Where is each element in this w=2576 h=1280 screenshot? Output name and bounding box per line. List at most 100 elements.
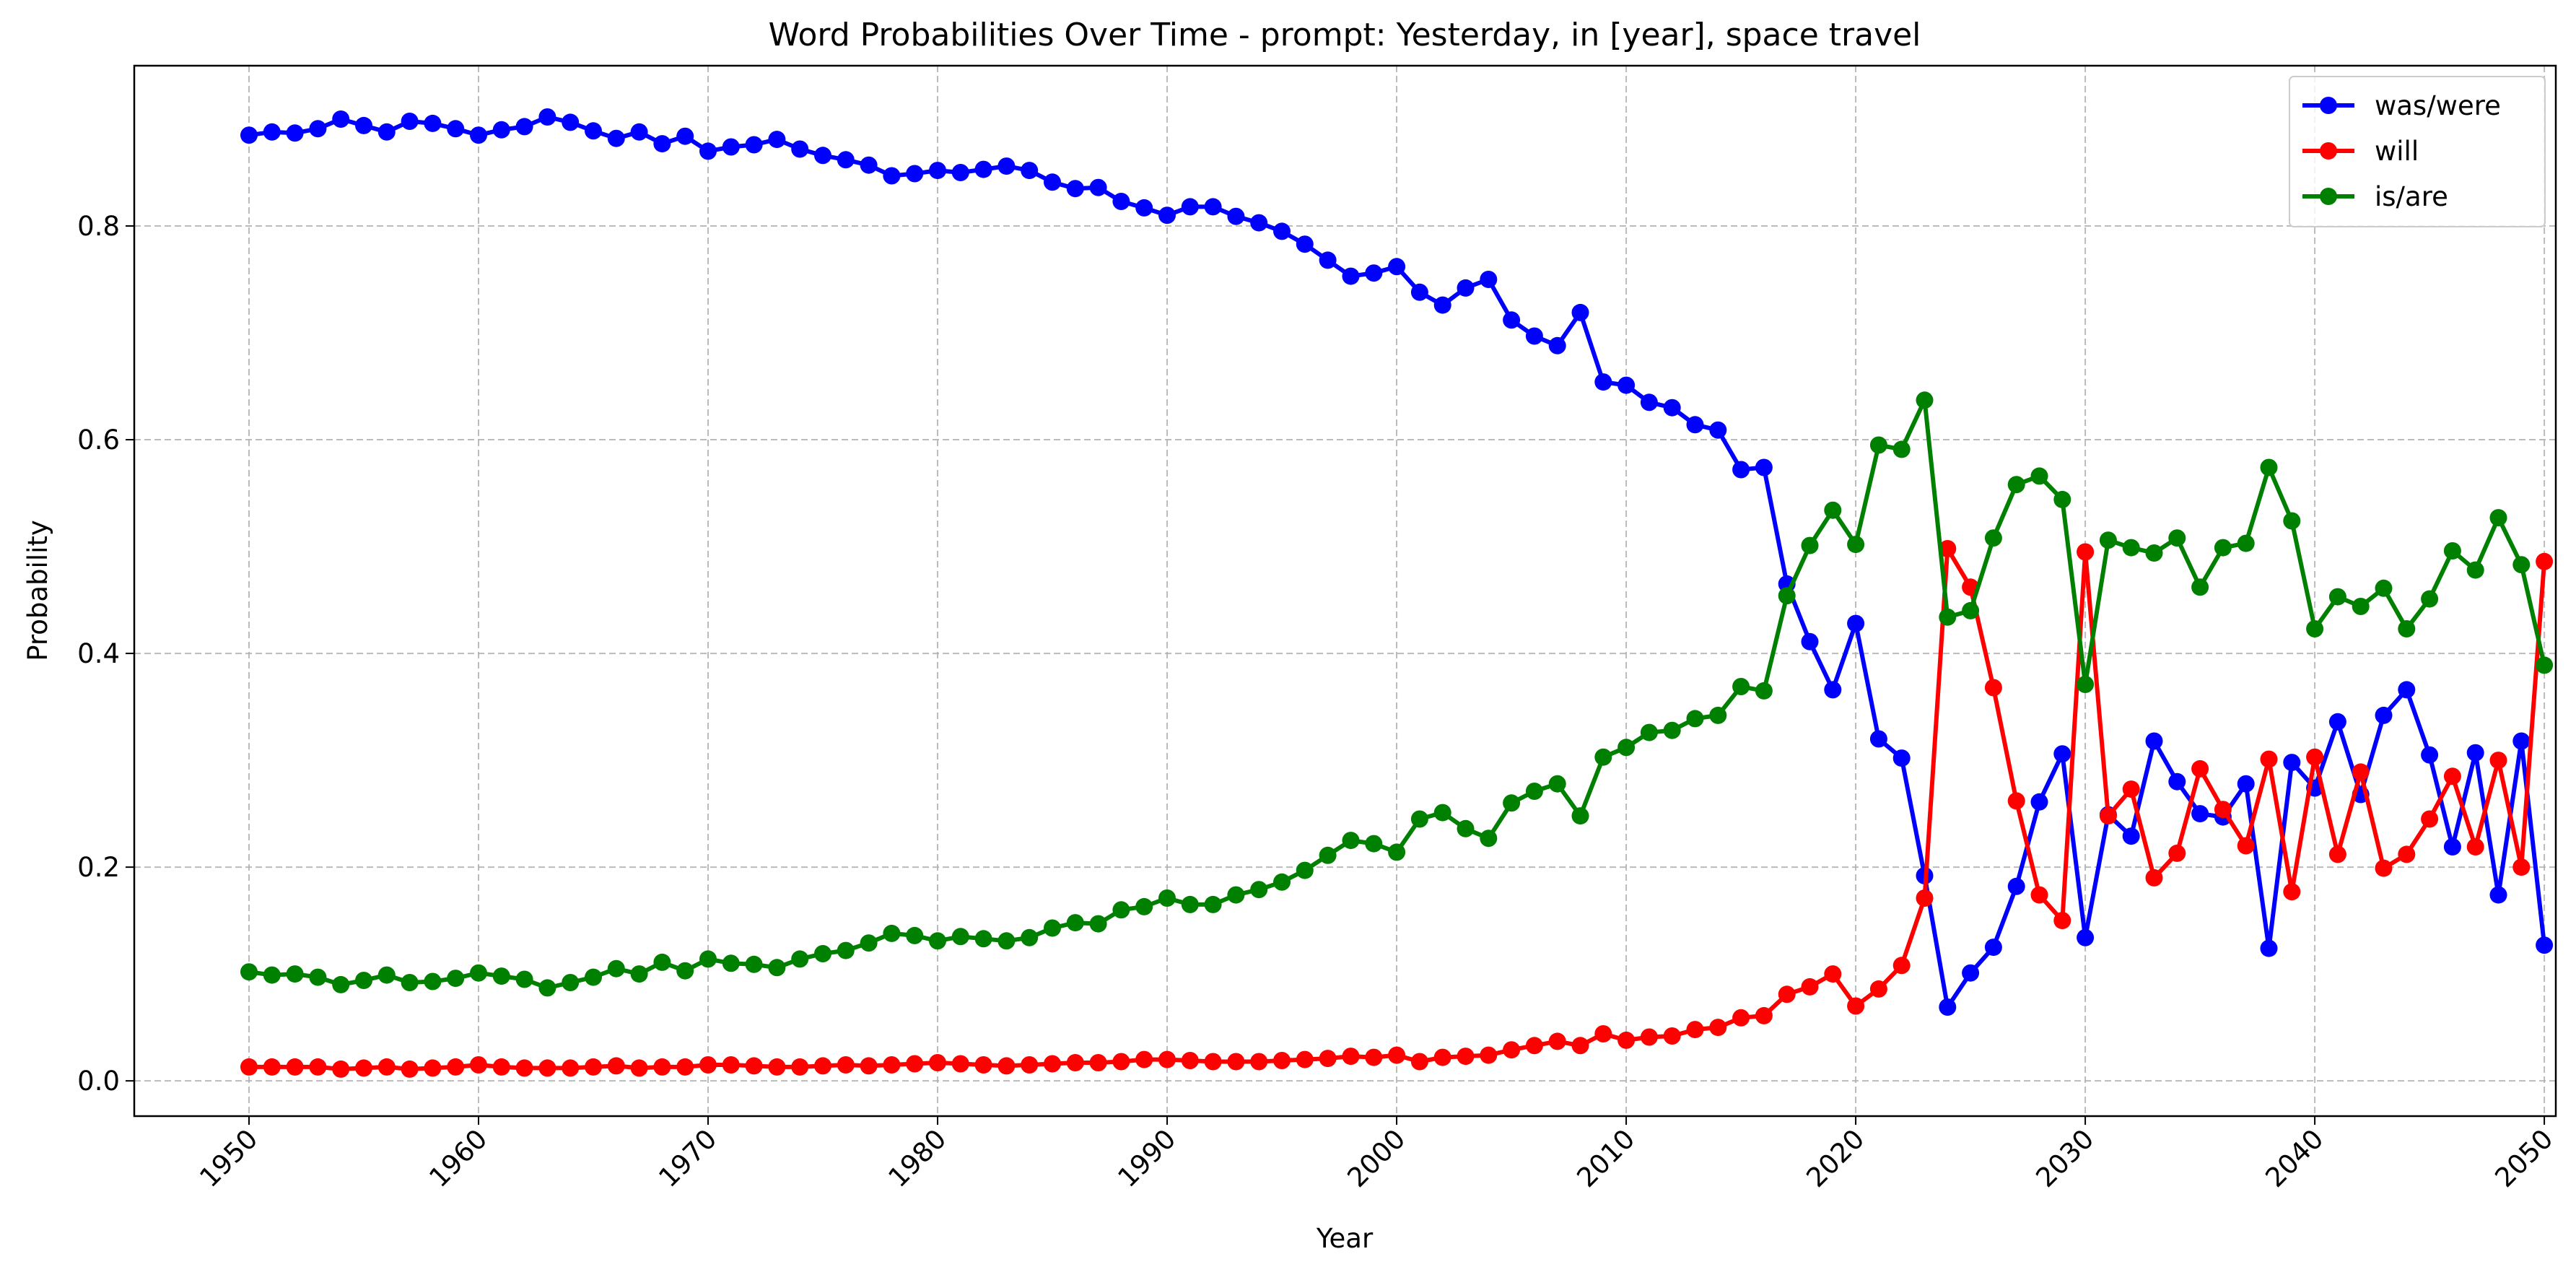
data-point-is-are: [1503, 794, 1521, 812]
data-point-was-were: [401, 113, 419, 130]
data-point-is-are: [2489, 509, 2507, 527]
data-point-will: [1158, 1050, 1176, 1068]
data-point-is-are: [630, 965, 648, 983]
data-point-will: [2214, 801, 2232, 819]
data-point-will: [699, 1056, 717, 1074]
data-point-was-were: [1732, 461, 1750, 479]
legend-marker-will: [2320, 142, 2337, 160]
data-point-will: [424, 1059, 442, 1077]
data-point-will: [2398, 845, 2416, 863]
data-point-was-were: [263, 123, 281, 141]
data-point-will: [929, 1054, 946, 1071]
data-point-will: [2145, 868, 2163, 887]
data-point-is-are: [355, 972, 372, 989]
data-point-will: [1296, 1050, 1314, 1068]
data-point-is-are: [1571, 807, 1589, 825]
data-point-is-are: [1342, 832, 1360, 850]
data-point-was-were: [1480, 271, 1498, 288]
data-point-is-are: [1410, 810, 1428, 828]
data-point-is-are: [2306, 620, 2324, 637]
data-point-is-are: [1869, 436, 1887, 454]
data-point-is-are: [1709, 706, 1727, 724]
data-point-was-were: [837, 151, 855, 169]
data-point-was-were: [1984, 939, 2002, 957]
data-point-was-were: [377, 123, 396, 141]
data-point-will: [1939, 540, 1957, 557]
data-point-is-are: [1296, 861, 1314, 879]
data-point-is-are: [607, 959, 625, 978]
data-point-was-were: [1525, 327, 1543, 345]
data-point-was-were: [355, 116, 372, 134]
data-point-will: [2421, 810, 2439, 828]
data-point-will: [1824, 965, 1842, 983]
data-point-was-were: [1204, 198, 1222, 216]
data-point-is-are: [2536, 656, 2554, 674]
data-point-is-are: [2466, 561, 2484, 579]
data-point-is-are: [1594, 748, 1612, 766]
data-point-is-are: [585, 968, 602, 986]
data-point-was-were: [951, 164, 969, 181]
data-point-will: [1273, 1052, 1291, 1069]
data-point-will: [951, 1055, 969, 1073]
legend-marker-is-are: [2320, 188, 2337, 205]
data-point-was-were: [1021, 162, 1039, 180]
data-point-will: [768, 1058, 786, 1076]
chart-title: Word Probabilities Over Time - prompt: Y…: [769, 17, 1921, 53]
data-point-will: [1801, 978, 1819, 996]
data-point-was-were: [1939, 998, 1957, 1016]
data-point-is-are: [997, 932, 1016, 950]
data-point-will: [2077, 543, 2095, 561]
data-point-is-are: [1824, 501, 1842, 519]
data-point-is-are: [1227, 886, 1245, 904]
data-point-will: [492, 1058, 510, 1076]
data-point-will: [2030, 886, 2048, 904]
data-point-was-were: [1617, 376, 1636, 394]
data-point-will: [722, 1056, 740, 1074]
data-point-was-were: [332, 110, 350, 128]
data-point-will: [1066, 1054, 1084, 1071]
data-point-is-are: [2099, 531, 2117, 549]
data-point-will: [2328, 845, 2346, 863]
data-point-will: [2122, 780, 2140, 798]
data-point-was-were: [585, 122, 602, 140]
data-point-was-were: [699, 142, 717, 160]
data-point-was-were: [997, 157, 1016, 175]
data-point-was-were: [1388, 258, 1406, 276]
data-point-is-are: [1525, 783, 1543, 800]
data-point-is-are: [2122, 539, 2140, 557]
data-point-is-are: [1066, 914, 1084, 932]
data-point-was-were: [2168, 772, 2186, 791]
data-point-is-are: [447, 970, 465, 988]
y-tick-label: 0.0: [77, 1066, 120, 1097]
data-point-will: [2237, 837, 2255, 855]
data-point-is-are: [2421, 590, 2439, 608]
data-point-will: [607, 1057, 625, 1075]
data-point-is-are: [722, 954, 740, 972]
plot-frame: [133, 64, 2557, 1118]
data-point-was-were: [515, 118, 533, 136]
data-point-will: [1732, 1009, 1750, 1027]
data-point-is-are: [676, 962, 694, 980]
y-tick-label: 0.2: [77, 852, 120, 883]
data-point-is-are: [2214, 539, 2232, 557]
data-point-was-were: [2030, 793, 2048, 811]
data-point-was-were: [2536, 936, 2554, 954]
data-point-is-are: [1158, 889, 1176, 907]
data-point-was-were: [1594, 373, 1612, 391]
data-point-will: [837, 1056, 855, 1074]
data-point-is-are: [974, 930, 992, 948]
data-point-will: [1457, 1048, 1475, 1066]
data-point-will: [355, 1059, 372, 1077]
data-point-is-are: [929, 932, 946, 950]
data-point-is-are: [2443, 542, 2461, 560]
data-point-is-are: [1962, 601, 1980, 619]
data-point-was-were: [286, 124, 304, 142]
data-point-will: [1342, 1048, 1360, 1066]
data-point-will: [263, 1058, 281, 1076]
data-point-is-are: [2030, 467, 2048, 485]
y-tick-label: 0.4: [77, 638, 120, 669]
y-tick-label: 0.8: [77, 211, 120, 242]
